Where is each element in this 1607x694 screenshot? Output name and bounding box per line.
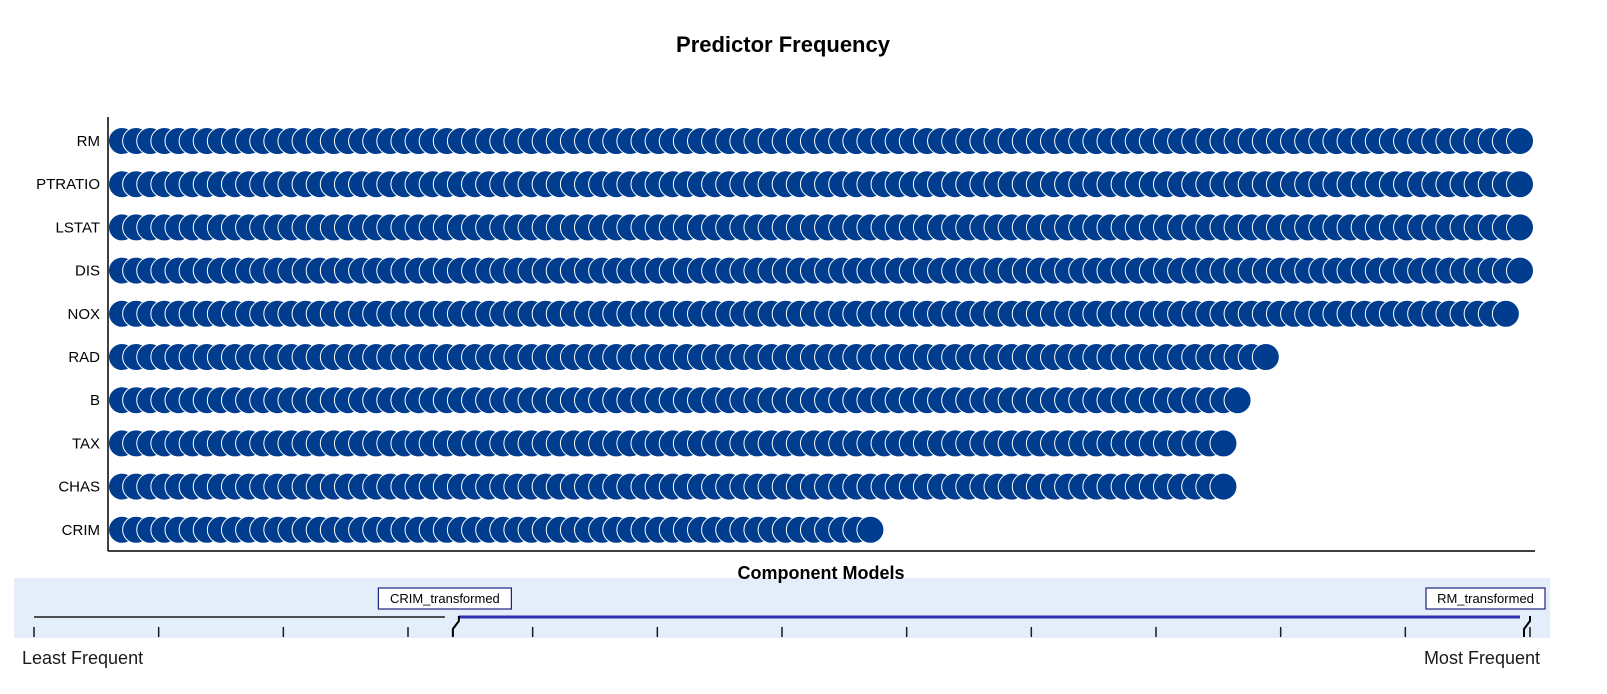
left-model-label: CRIM_transformed (377, 587, 512, 610)
frequency-dot (856, 515, 885, 544)
y-tick-label: CHAS (58, 479, 100, 496)
frequency-dot (1491, 299, 1520, 328)
predictor-row: CRIM (62, 515, 885, 544)
y-tick-label: LSTAT (56, 219, 100, 236)
y-tick-label: PTRATIO (36, 176, 100, 193)
y-tick-label: RAD (68, 349, 100, 366)
frequency-dot (1223, 386, 1252, 415)
predictor-row: PTRATIO (36, 170, 1534, 199)
right-model-label: RM_transformed (1425, 587, 1546, 610)
predictor-row: NOX (67, 299, 1520, 328)
chart-marks: RM PTRATIO LSTAT DIS NOX RAD B TAX CHAS CRIM (36, 127, 1534, 544)
slider-handle-left[interactable] (451, 616, 460, 637)
predictor-row: B (90, 386, 1252, 415)
chart-title: Predictor Frequency (676, 32, 891, 57)
y-tick-label: RM (77, 133, 100, 150)
slider-marks: CRIM_transformed RM_transformed (33, 587, 1546, 637)
x-axis-label: Component Models (738, 563, 905, 583)
predictor-row: RAD (68, 343, 1280, 371)
predictor-row: TAX (72, 429, 1238, 458)
frequency-dot (1506, 256, 1534, 285)
frequency-dot (1506, 170, 1534, 199)
frequency-dot (1251, 343, 1280, 371)
predictor-row: CHAS (58, 472, 1238, 501)
marker-label-text: RM_transformed (1437, 591, 1534, 606)
predictor-row: LSTAT (56, 213, 1534, 242)
y-tick-label: DIS (75, 263, 100, 280)
y-tick-label: TAX (72, 435, 100, 452)
frequency-dot (1506, 213, 1534, 242)
slider-handle-right[interactable] (1523, 616, 1531, 637)
marker-label-box (1425, 587, 1546, 610)
most-frequent-label: Most Frequent (1424, 648, 1540, 668)
y-tick-label: B (90, 392, 100, 409)
y-tick-label: NOX (67, 306, 100, 323)
frequency-dot (1506, 127, 1534, 155)
y-tick-label: CRIM (62, 522, 100, 539)
least-frequent-label: Least Frequent (22, 648, 143, 668)
marker-label-box (377, 587, 512, 610)
marker-label-text: CRIM_transformed (390, 591, 500, 606)
frequency-dot (1209, 472, 1238, 501)
frequency-dot (1209, 429, 1238, 458)
predictor-row: RM (77, 127, 1534, 155)
predictor-row: DIS (75, 256, 1534, 285)
component-slider[interactable]: Component Models CRIM_transformed RM_tran… (14, 563, 1550, 638)
